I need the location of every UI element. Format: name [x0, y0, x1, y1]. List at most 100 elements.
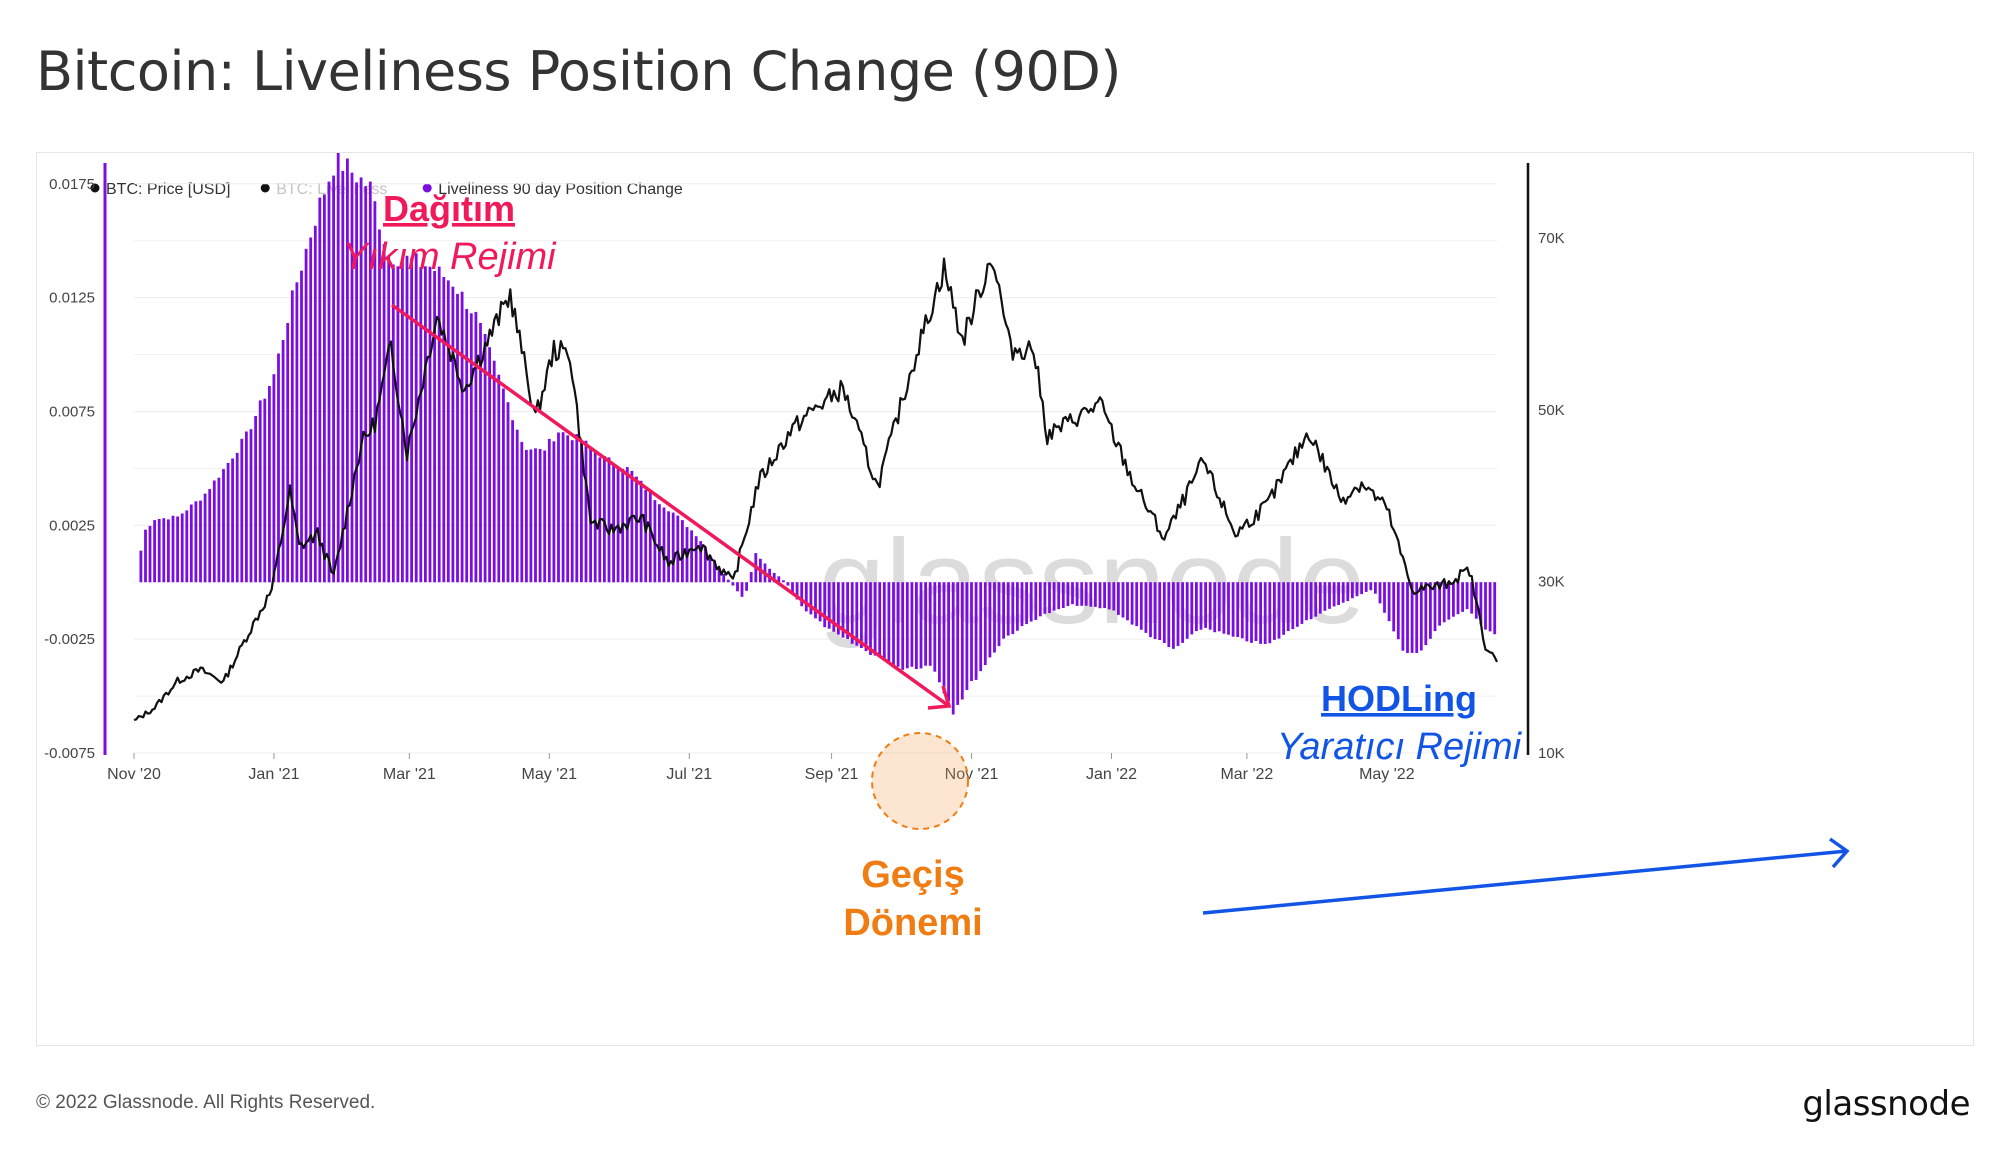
- y-left-tick-label: 0.0075: [49, 403, 95, 420]
- bar: [506, 402, 510, 583]
- bar: [1006, 582, 1010, 636]
- bar: [1323, 582, 1327, 611]
- bar: [1263, 582, 1267, 644]
- bar: [575, 434, 579, 583]
- bar: [593, 451, 597, 583]
- bar: [240, 438, 244, 583]
- bar: [1094, 582, 1097, 607]
- bar: [1034, 582, 1038, 620]
- bar: [644, 490, 648, 583]
- bar: [635, 476, 638, 583]
- bar: [396, 266, 400, 583]
- legend-label: Liveliness 90 day Position Change: [438, 181, 683, 198]
- bar: [355, 182, 358, 583]
- legend-item-2[interactable]: Liveliness 90 day Position Change: [422, 181, 683, 198]
- bar: [1011, 582, 1015, 635]
- bar: [1415, 582, 1419, 653]
- bar: [1038, 582, 1042, 617]
- x-tick-label: Nov '20: [107, 766, 161, 783]
- bar: [451, 286, 455, 583]
- bar: [1401, 582, 1405, 651]
- bar: [1103, 582, 1106, 608]
- bar: [1227, 582, 1230, 635]
- bar: [1277, 582, 1281, 639]
- bar: [290, 290, 294, 583]
- brand-logo: glassnode: [1802, 1084, 1970, 1124]
- annotation-transition-line2: Dönemi: [843, 902, 982, 944]
- bar: [1029, 582, 1033, 622]
- x-tick-label: May '22: [1359, 766, 1415, 783]
- bar: [534, 448, 537, 583]
- bar: [1332, 582, 1336, 607]
- bar: [552, 441, 556, 583]
- bar: [584, 440, 588, 583]
- bar: [1250, 582, 1253, 643]
- bar: [281, 340, 285, 583]
- bar: [1245, 582, 1249, 642]
- bar: [1396, 582, 1400, 640]
- bar: [905, 582, 909, 669]
- bar: [915, 582, 918, 670]
- bar: [1130, 582, 1134, 625]
- bar: [970, 582, 973, 681]
- bar: [203, 493, 207, 583]
- bar: [212, 480, 216, 583]
- bar: [1484, 582, 1487, 630]
- bar: [1231, 582, 1235, 637]
- bar: [1392, 582, 1396, 632]
- x-tick-label: Nov '21: [945, 766, 999, 783]
- bar: [1328, 582, 1331, 609]
- bar: [474, 311, 478, 583]
- bar: [1071, 582, 1074, 605]
- legend-label: BTC: Liveliness: [276, 181, 387, 198]
- bar-series: [139, 149, 1497, 715]
- bar: [144, 529, 147, 583]
- legend-item-1[interactable]: BTC: Liveliness: [260, 181, 388, 198]
- bar: [910, 582, 914, 667]
- x-tick-label: Mar '21: [383, 766, 436, 783]
- bar: [699, 541, 703, 583]
- chart-panel: BTC: Price [USD] BTC: Liveliness Livelines…: [36, 149, 1974, 1046]
- bar: [1089, 582, 1093, 607]
- bar: [167, 519, 170, 583]
- bar: [1369, 582, 1373, 591]
- bar: [1351, 582, 1354, 599]
- bar: [410, 257, 413, 583]
- y-left-tick-label: 0.0025: [49, 517, 95, 534]
- legend-item-0[interactable]: BTC: Price [USD]: [90, 181, 231, 198]
- y-right-tick-label: 70K: [1538, 230, 1565, 247]
- bar: [671, 512, 675, 583]
- bar: [1282, 582, 1285, 635]
- bar: [887, 582, 891, 665]
- bar: [437, 266, 441, 583]
- bar: [694, 536, 698, 583]
- bar: [690, 530, 693, 583]
- bar: [947, 582, 950, 701]
- bar: [189, 504, 193, 583]
- axes: 0.0175 0.0125 0.0075 0.0025 -0.0025 -0.0075 70…: [44, 163, 1565, 783]
- bar: [162, 518, 166, 583]
- y-right-tick-label: 50K: [1538, 402, 1565, 419]
- bar: [359, 177, 363, 583]
- bar: [1461, 582, 1464, 612]
- bar: [254, 416, 257, 583]
- bar: [1190, 582, 1194, 635]
- bar: [639, 480, 643, 583]
- bar: [878, 582, 882, 658]
- bar: [827, 582, 831, 629]
- bar: [148, 525, 152, 583]
- bar: [1199, 582, 1203, 630]
- bar: [965, 582, 969, 690]
- bar: [469, 313, 473, 583]
- x-tick-label: Jan '22: [1086, 766, 1137, 783]
- bar: [520, 441, 524, 583]
- bar: [157, 518, 161, 583]
- bar: [277, 353, 280, 583]
- bar: [442, 277, 446, 583]
- bar: [662, 507, 666, 583]
- bar: [1419, 582, 1423, 651]
- bar: [777, 576, 781, 583]
- bar: [873, 582, 877, 656]
- bar: [1378, 582, 1382, 604]
- bar: [350, 172, 354, 583]
